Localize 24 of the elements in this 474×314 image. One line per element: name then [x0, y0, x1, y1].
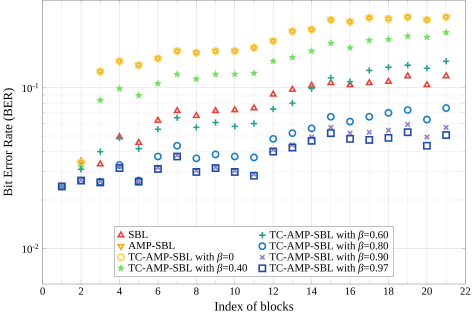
x-tick-label: 18: [384, 288, 394, 295]
y-tick-label: 10$^{-2}$: [22, 244, 38, 253]
x-tick-label: 10: [230, 288, 240, 295]
x-tick-label: 6: [156, 288, 160, 295]
legend-label: TC-AMP-SBL with β=0: [128, 252, 234, 263]
x-tick-label: 16: [346, 288, 356, 295]
legend-label: AMP-SBL: [128, 242, 174, 250]
x-tick-label: 0: [40, 288, 45, 295]
x-axis-title: Index of blocks: [214, 302, 294, 311]
x-tick-label: 14: [307, 288, 317, 295]
x-tick-label: 8: [194, 288, 199, 295]
legend-label: TC-AMP-SBL with β=0.97: [270, 264, 388, 274]
legend-label: TC-AMP-SBL with β=0.60: [270, 230, 388, 241]
x-tick-label: 20: [422, 288, 432, 295]
x-tick-label: 22: [460, 288, 470, 295]
x-tick-label: 2: [78, 288, 84, 295]
x-tick-label: 12: [268, 288, 278, 295]
legend-label: TC-AMP-SBL with β=0.90: [270, 252, 388, 263]
x-tick-label: 4: [116, 288, 122, 295]
y-axis-title: Bit Error Rate (BER): [3, 88, 15, 196]
legend-label: TC-AMP-SBL with β=0.80: [270, 242, 388, 252]
y-tick-label: 10$^{-1}$: [22, 83, 38, 92]
legend-label: TC-AMP-SBL with β=0.40: [128, 264, 247, 274]
legend-label: SBL: [129, 230, 148, 238]
